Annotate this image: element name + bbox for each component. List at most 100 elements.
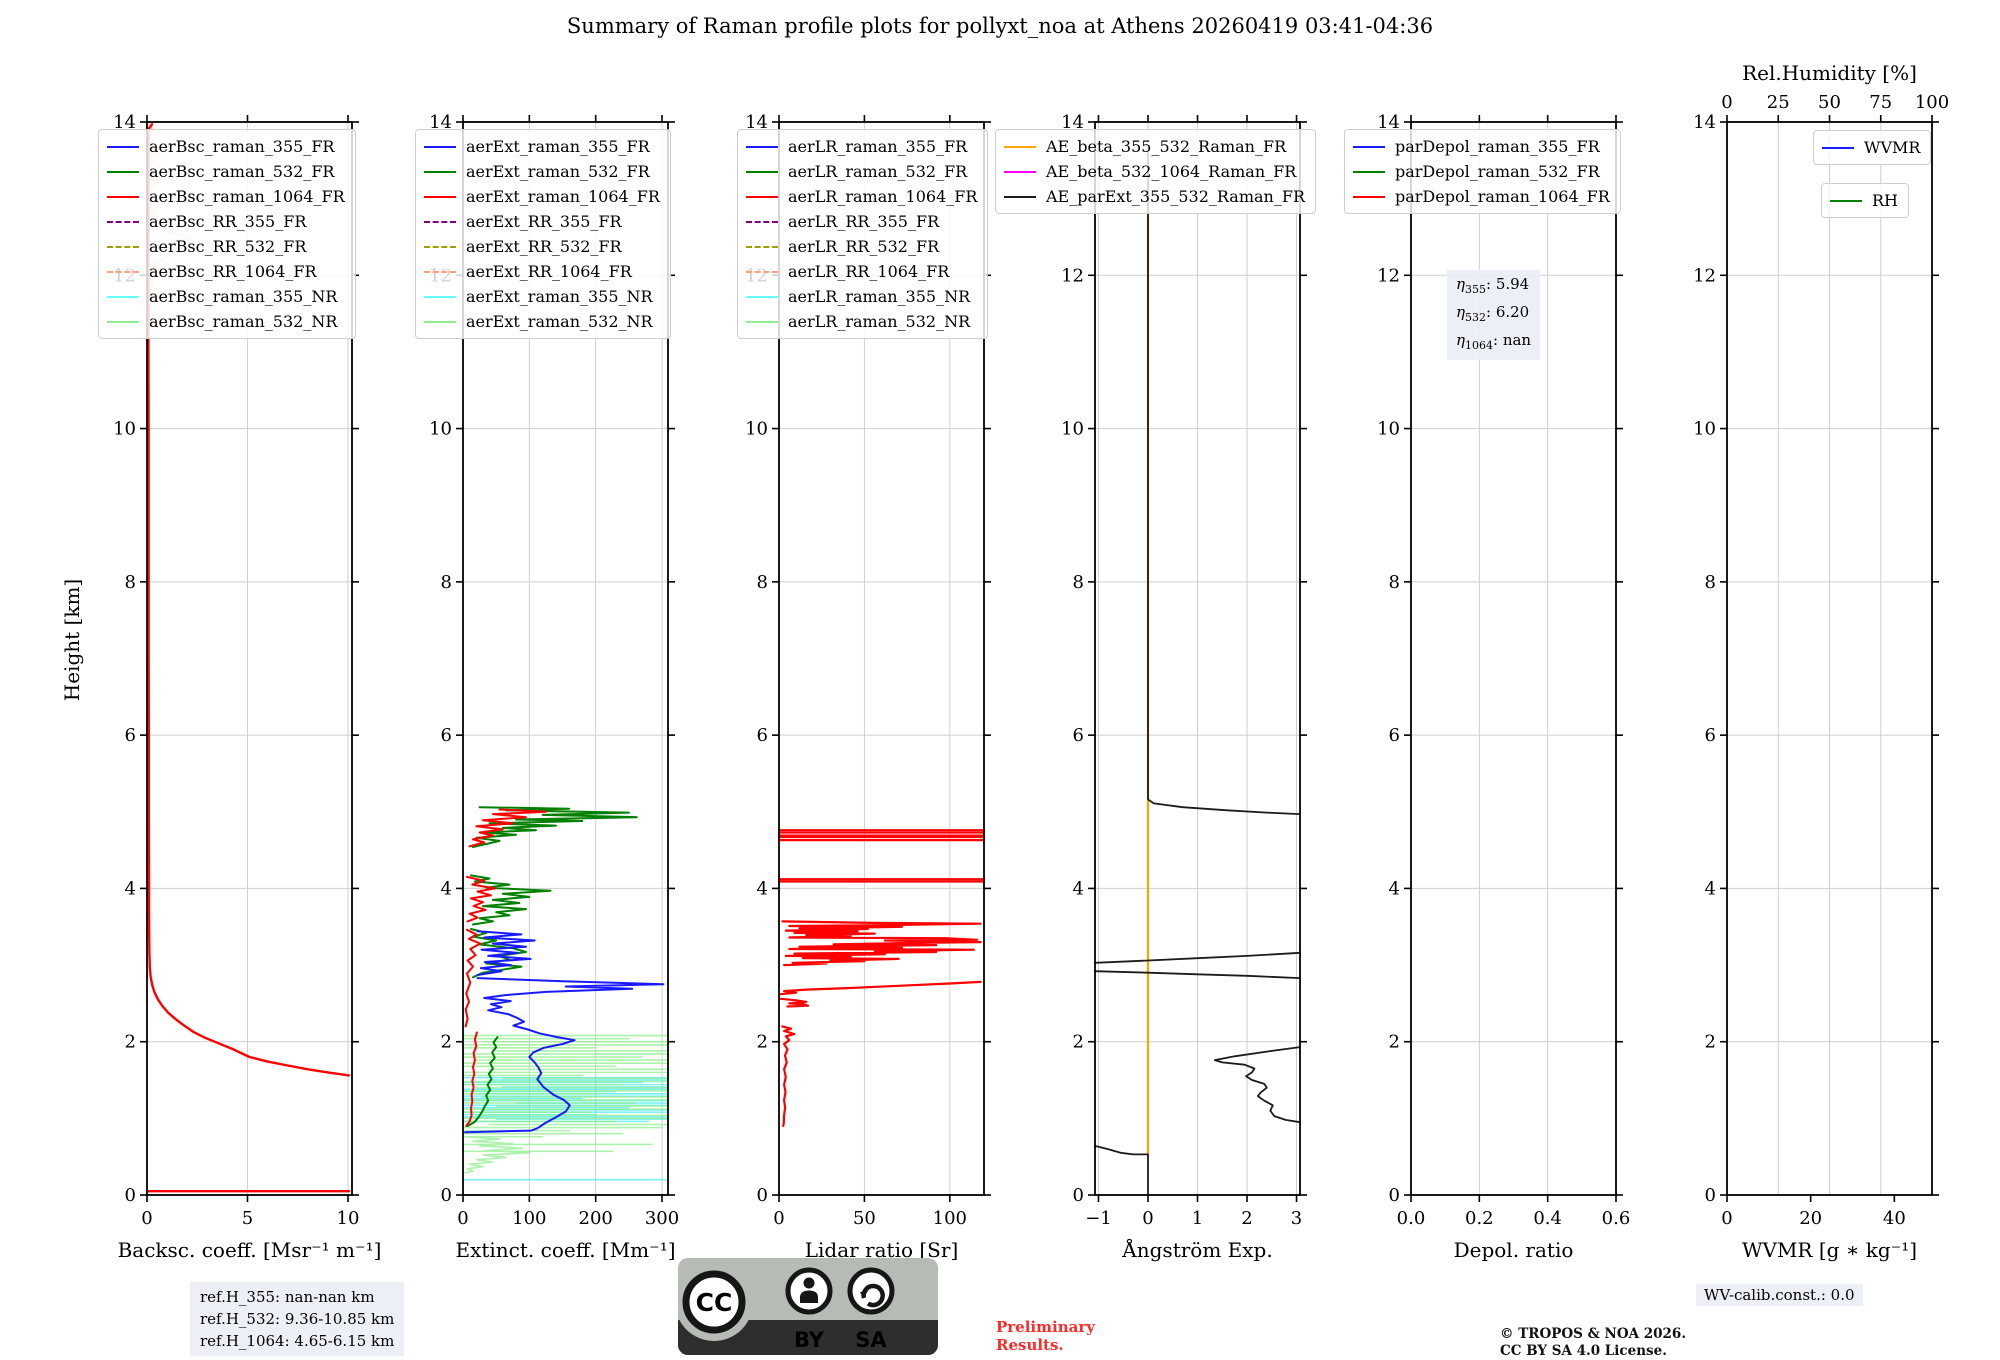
legend-label: aerLR_raman_532_FR (788, 161, 968, 181)
plot-1: 010020030002468101214Extinct. coeff. [Mm… (429, 112, 679, 1262)
legend-item-aerLR_RR_532_FR: aerLR_RR_532_FR (746, 234, 977, 259)
legend-item-aerBsc_RR_532_FR: aerBsc_RR_532_FR (107, 234, 345, 259)
legend-swatch (746, 320, 778, 323)
top-axis-label: Rel.Humidity [%] (1742, 61, 1917, 85)
legend-label: AE_beta_532_1064_Raman_FR (1046, 161, 1297, 181)
legend-item-parDepol_raman_1064_FR: parDepol_raman_1064_FR (1353, 184, 1610, 209)
series-path (466, 875, 496, 923)
series-path (468, 808, 547, 848)
by-label: BY (794, 1328, 825, 1352)
legend-swatch (1353, 195, 1385, 198)
legend-label: aerExt_RR_355_FR (466, 211, 622, 231)
series-path (464, 1136, 531, 1174)
y-tick-label: 2 (757, 1032, 768, 1053)
y-tick-label: 4 (757, 878, 768, 899)
x-tick-label: 0.0 (1397, 1208, 1426, 1229)
ref-h-355: ref.H_355: nan-nan km (200, 1288, 375, 1306)
x-tick-label: 0 (1142, 1208, 1153, 1229)
x-tick-label: 200 (579, 1208, 613, 1229)
legend-label: aerExt_raman_532_NR (466, 311, 653, 331)
legend-swatch (424, 245, 456, 248)
legend-swatch (1004, 145, 1036, 148)
series-path (466, 1036, 499, 1127)
series-path (465, 1031, 478, 1127)
cc-icon-label: CC (696, 1288, 733, 1317)
plot-5: 0 20 40 0 25 50 75 100 Rel.Humidity [%] 0 2 4 6 8 10 12… (1693, 61, 1949, 1262)
eta-annotation: η355: 5.94 η532: 6.20 η1064: nan (1447, 270, 1541, 360)
wv-calibration-annotation: WV-calib.const.: 0.0 (1696, 1284, 1863, 1306)
legend-label: AE_beta_355_532_Raman_FR (1046, 136, 1287, 156)
y-tick-label: 8 (1389, 572, 1400, 593)
y-tick-label: 10 (745, 419, 768, 440)
x-tick-label: 40 (1883, 1208, 1906, 1229)
legend-swatch (1004, 195, 1036, 198)
legend-swatch (1353, 145, 1385, 148)
legend-item-aerBsc_raman_355_FR: aerBsc_raman_355_FR (107, 134, 345, 159)
x-tick-label: 0 (1721, 1208, 1732, 1229)
top-tick-label: 50 (1818, 92, 1841, 113)
series-path (779, 997, 810, 1008)
legend-label: RH (1872, 190, 1898, 210)
y-tick-label: 4 (1073, 878, 1084, 899)
legend-item-aerLR_raman_532_FR: aerLR_raman_532_FR (746, 159, 977, 184)
legend-swatch (1353, 170, 1385, 173)
x-tick-label: 0 (141, 1208, 152, 1229)
series-aerExt_raman_532_NR (462, 1034, 669, 1174)
preliminary-results-note: Preliminary Results. (996, 1318, 1095, 1354)
legend-item-aerExt_RR_355_FR: aerExt_RR_355_FR (424, 209, 660, 234)
y-tick-label: 10 (429, 419, 452, 440)
legend-label: aerBsc_RR_355_FR (149, 211, 307, 231)
legend-swatch (107, 195, 139, 198)
legend-label: aerBsc_RR_532_FR (149, 236, 307, 256)
x-tick-label: 100 (933, 1208, 967, 1229)
y-tick-label: 2 (1389, 1032, 1400, 1053)
legend-label: aerExt_raman_355_NR (466, 286, 653, 306)
x-tick-label: 3 (1291, 1208, 1302, 1229)
y-tick-label: 2 (1073, 1032, 1084, 1053)
legend-item-aerExt_raman_532_FR: aerExt_raman_532_FR (424, 159, 660, 184)
legend-item-aerExt_RR_532_FR: aerExt_RR_532_FR (424, 234, 660, 259)
x-tick-label: 100 (512, 1208, 546, 1229)
legend-swatch (107, 270, 139, 273)
legend-item-AE_beta_355_532_Raman_FR: AE_beta_355_532_Raman_FR (1004, 134, 1305, 159)
x-tick-label: 0.4 (1533, 1208, 1562, 1229)
legend-label: aerExt_raman_532_FR (466, 161, 650, 181)
legend-swatch (1822, 146, 1854, 149)
plot-frame (462, 121, 669, 1196)
x-tick-label: 20 (1799, 1208, 1822, 1229)
y-tick-label: 12 (1061, 265, 1084, 286)
series-path (1213, 1046, 1301, 1124)
legend-swatch (424, 220, 456, 223)
legend-item-aerBsc_raman_532_NR: aerBsc_raman_532_NR (107, 309, 345, 334)
legend-label: aerBsc_RR_1064_FR (149, 261, 317, 281)
y-tick-label: 0 (1389, 1185, 1400, 1206)
sa-arrow-head (860, 1291, 868, 1298)
cc-by-sa-badge: CC BY SA (675, 1258, 938, 1359)
legend-swatch (746, 220, 778, 223)
y-tick-label: 4 (1389, 878, 1400, 899)
y-tick-label: 14 (745, 112, 768, 133)
copyright-note: © TROPOS & NOA 2026. CC BY SA 4.0 Licens… (1500, 1326, 1687, 1359)
y-tick-label: 6 (441, 725, 452, 746)
legend-swatch (107, 295, 139, 298)
x-axis-label: Depol. ratio (1454, 1238, 1574, 1262)
legend-item-aerLR_raman_1064_FR: aerLR_raman_1064_FR (746, 184, 977, 209)
legend-item-WVMR: WVMR (1822, 135, 1920, 160)
y-tick-label: 10 (113, 419, 136, 440)
legend-swatch (746, 195, 778, 198)
legend-swatch (746, 170, 778, 173)
legend-item-aerBsc_raman_532_FR: aerBsc_raman_532_FR (107, 159, 345, 184)
series-path (1147, 151, 1301, 815)
legend-label: aerExt_raman_1064_FR (466, 186, 660, 206)
legend-item-aerExt_raman_1064_FR: aerExt_raman_1064_FR (424, 184, 660, 209)
legend-label: aerLR_raman_355_NR (788, 286, 971, 306)
y-tick-label: 8 (757, 572, 768, 593)
page-title: Summary of Raman profile plots for polly… (566, 14, 1434, 38)
x-tick-label: 0 (457, 1208, 468, 1229)
legend-item-aerLR_raman_355_FR: aerLR_raman_355_FR (746, 134, 977, 159)
series-path (781, 1025, 796, 1128)
series-path (781, 920, 982, 967)
y-tick-label: 14 (113, 112, 136, 133)
legend-swatch (107, 320, 139, 323)
legend-swatch (746, 245, 778, 248)
